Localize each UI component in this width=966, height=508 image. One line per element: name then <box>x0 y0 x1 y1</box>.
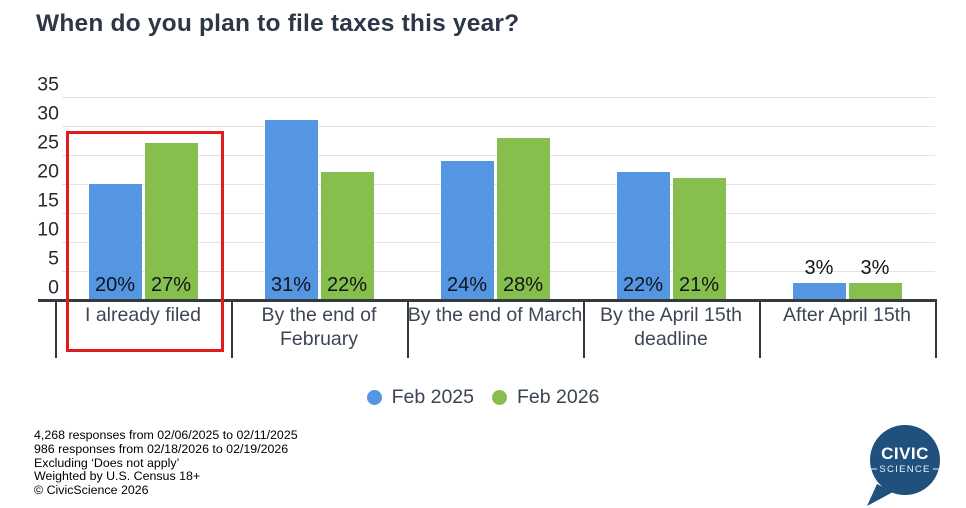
category-divider <box>407 300 409 358</box>
y-axis-tick-label: 35 <box>37 73 59 95</box>
bar-value-label: 27% <box>150 274 192 296</box>
legend-label: Feb 2026 <box>517 386 600 408</box>
category-label: By the April 15th deadline <box>599 304 742 350</box>
logo-bubble-circle <box>870 425 940 495</box>
gridline <box>62 126 935 127</box>
y-axis-tick-label: 0 <box>48 276 59 298</box>
footer-line-responses-2026: 986 responses from 02/18/2026 to 02/19/2… <box>34 441 289 456</box>
logo-text-science: SCIENCE <box>879 464 930 475</box>
bar-feb-2025 <box>440 160 494 300</box>
bar-feb-2026 <box>496 137 550 300</box>
y-axis-tick-label: 25 <box>37 131 59 153</box>
category-divider <box>759 300 761 358</box>
footer-line-weighting: Weighted by U.S. Census 18+ <box>34 469 201 484</box>
logo-bubble-tail <box>867 484 893 506</box>
footer-line-copyright: © CivicScience 2026 <box>34 483 149 498</box>
bar-feb-2026 <box>672 178 726 300</box>
category-divider <box>583 300 585 358</box>
footer-notes: 4,268 responses from 02/06/2025 to 02/11… <box>34 428 298 498</box>
footer-line-exclusion: Excluding ‘Does not apply’ <box>34 455 180 470</box>
bar-feb-2026 <box>320 172 374 300</box>
logo-text-civic: CIVIC <box>881 444 929 463</box>
bar-value-label: 22% <box>326 274 368 296</box>
bar-feb-2026 <box>144 143 198 300</box>
gridline <box>62 97 935 98</box>
y-axis-tick-label: 10 <box>37 218 59 240</box>
category-label: I already filed <box>85 304 201 326</box>
bar-value-label: 3% <box>804 256 834 279</box>
category-label: By the end of March <box>407 304 583 326</box>
chart-legend: Feb 2025 Feb 2026 <box>0 386 966 409</box>
chart-title: When do you plan to file taxes this year… <box>36 10 520 37</box>
bar-value-label: 28% <box>502 274 544 296</box>
y-axis-tick-label: 20 <box>37 160 59 182</box>
legend-dot-icon <box>366 390 382 405</box>
legend-item-feb-2025: Feb 2025 <box>366 386 474 409</box>
category-label: By the end of February <box>261 304 377 350</box>
bar-feb-2026 <box>848 282 902 300</box>
category-divider <box>935 300 937 358</box>
x-axis-baseline <box>38 299 937 302</box>
legend-dot-icon <box>492 390 507 405</box>
y-axis-tick-label: 15 <box>37 189 59 211</box>
bar-feb-2025 <box>616 172 670 300</box>
category-divider <box>55 300 57 358</box>
y-axis-tick-label: 5 <box>48 247 59 269</box>
bar-feb-2025 <box>264 120 318 300</box>
footer-line-responses-2025: 4,268 responses from 02/06/2025 to 02/11… <box>34 428 298 442</box>
bar-feb-2025 <box>792 282 846 300</box>
legend-item-feb-2026: Feb 2026 <box>492 386 599 409</box>
category-divider <box>231 300 233 358</box>
bar-value-label: 24% <box>446 274 488 296</box>
legend-label: Feb 2025 <box>391 386 474 408</box>
bar-feb-2025 <box>88 184 142 300</box>
bar-value-label: 31% <box>270 274 312 296</box>
civicscience-logo: CIVIC SCIENCE <box>867 425 940 506</box>
y-axis-tick-label: 30 <box>37 102 59 124</box>
bar-value-label: 20% <box>94 274 136 296</box>
category-label: After April 15th <box>783 304 911 326</box>
bar-value-label: 22% <box>622 274 664 296</box>
bar-value-label: 21% <box>678 274 720 296</box>
highlight-box <box>66 131 224 352</box>
bar-value-label: 3% <box>860 256 890 279</box>
